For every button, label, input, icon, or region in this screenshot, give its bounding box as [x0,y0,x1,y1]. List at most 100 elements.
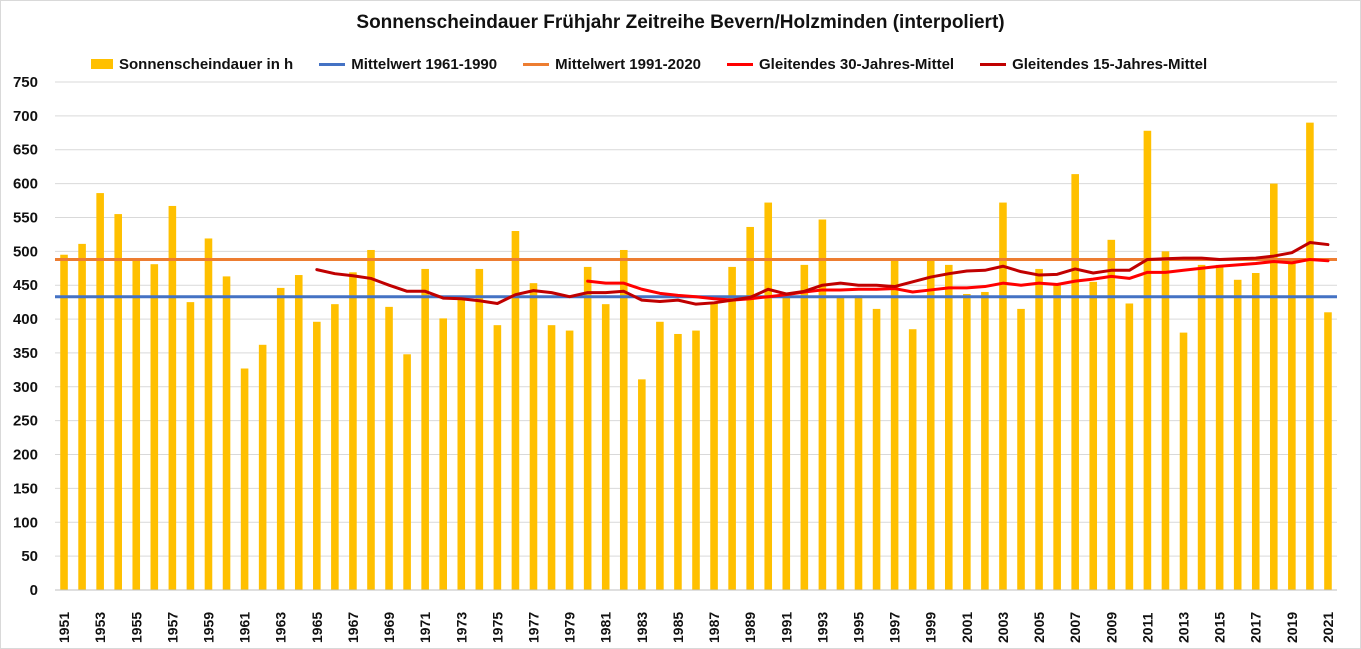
x-tick-label: 1993 [814,612,830,643]
bar [294,275,303,590]
y-tick-label: 300 [13,379,38,396]
x-tick-label: 1969 [381,612,397,643]
bar [204,238,213,591]
bar [601,304,610,590]
y-tick-label: 650 [13,142,38,159]
bar [1197,264,1206,590]
bar [619,249,628,590]
y-tick-label: 200 [13,447,38,464]
bar [493,325,502,590]
bar [1089,281,1098,590]
bar [890,258,899,590]
bar [1143,130,1152,590]
bar [1215,264,1224,590]
bar [222,276,231,590]
legend-label: Gleitendes 15-Jahres-Mittel [1012,55,1208,73]
x-tick-label: 1957 [164,612,180,643]
bar [114,214,122,590]
x-tick-label: 1977 [525,612,541,643]
bar [926,258,935,590]
y-tick-label: 500 [13,243,38,260]
legend-label: Mittelwert 1961-1990 [351,55,498,73]
bar [385,306,393,590]
bar [276,287,285,590]
bar [186,302,195,590]
x-tick-label: 1975 [489,612,505,643]
x-tick-label: 1955 [128,612,144,643]
x-tick-label: 2011 [1139,612,1155,643]
bar [150,264,159,590]
x-tick-label: 2013 [1176,612,1192,643]
bar [1251,273,1260,590]
line-series [55,241,1337,306]
bar [475,268,484,590]
bar [1270,183,1278,590]
bar [854,295,863,590]
x-tick-label: 1999 [923,612,939,643]
bar [349,272,357,590]
legend-item: Gleitendes 30-Jahres-Mittel [727,56,954,73]
x-tick-label: 1959 [200,612,216,643]
bar [981,291,989,590]
x-tick-label: 2003 [995,612,1011,643]
bar [908,329,917,590]
bar [1161,251,1170,591]
bar [96,193,104,590]
y-tick-label: 50 [21,548,38,565]
bar [60,254,68,590]
bar [1125,303,1134,590]
y-tick-label: 450 [13,277,38,294]
x-tick-label: 1953 [92,612,108,643]
y-tick-label: 0 [30,582,38,599]
bar [132,259,141,590]
legend-item: Sonnenscheindauer in h [91,56,293,73]
bar [872,308,881,590]
x-tick-label: 1983 [634,612,650,643]
bar [638,379,646,590]
bar [728,266,736,590]
y-tick-label: 550 [13,209,38,226]
bar [565,330,574,590]
bar [529,283,538,590]
y-tick-label: 750 [13,74,38,91]
legend-swatch [319,62,346,66]
x-tick-label: 1995 [851,612,867,643]
bar [674,333,682,590]
legend-swatch [523,62,550,66]
axes: 0 50 100 150 200 250 300 350 400 450 500 550 600 650 7… [13,74,1337,643]
bar-series [60,122,1332,591]
y-tick-label: 150 [13,480,38,497]
x-tick-label: 2005 [1031,612,1047,643]
bar [367,249,375,590]
bar [583,266,592,590]
y-tick-label: 350 [13,345,38,362]
bar [240,368,249,590]
bar [800,264,809,590]
x-tick-label: 1951 [56,612,72,643]
x-tick-label: 1965 [309,612,325,643]
moving-average-line [586,257,1330,302]
bar [1053,284,1061,590]
y-tick-label: 400 [13,311,38,328]
bar [439,318,448,590]
legend-item: Mittelwert 1991-2020 [523,56,701,73]
x-tick-label: 1973 [453,612,469,643]
x-tick-label: 1985 [670,612,686,643]
bar [1179,332,1188,590]
x-tick-label: 2009 [1103,612,1119,643]
bar [331,304,339,590]
x-tick-label: 1967 [345,612,361,643]
bar [746,226,754,590]
bar [258,344,267,590]
chart-title: Sonnenscheindauer Frühjahr Zeitreihe Bev… [356,12,1005,33]
bar [168,205,177,590]
x-tick-label: 2007 [1067,612,1083,643]
bar [78,243,86,590]
bar [421,268,429,590]
bar [547,325,556,590]
x-tick-label: 2021 [1320,612,1336,643]
bar [818,219,827,591]
bar [782,296,791,590]
moving-average-line [315,241,1330,306]
